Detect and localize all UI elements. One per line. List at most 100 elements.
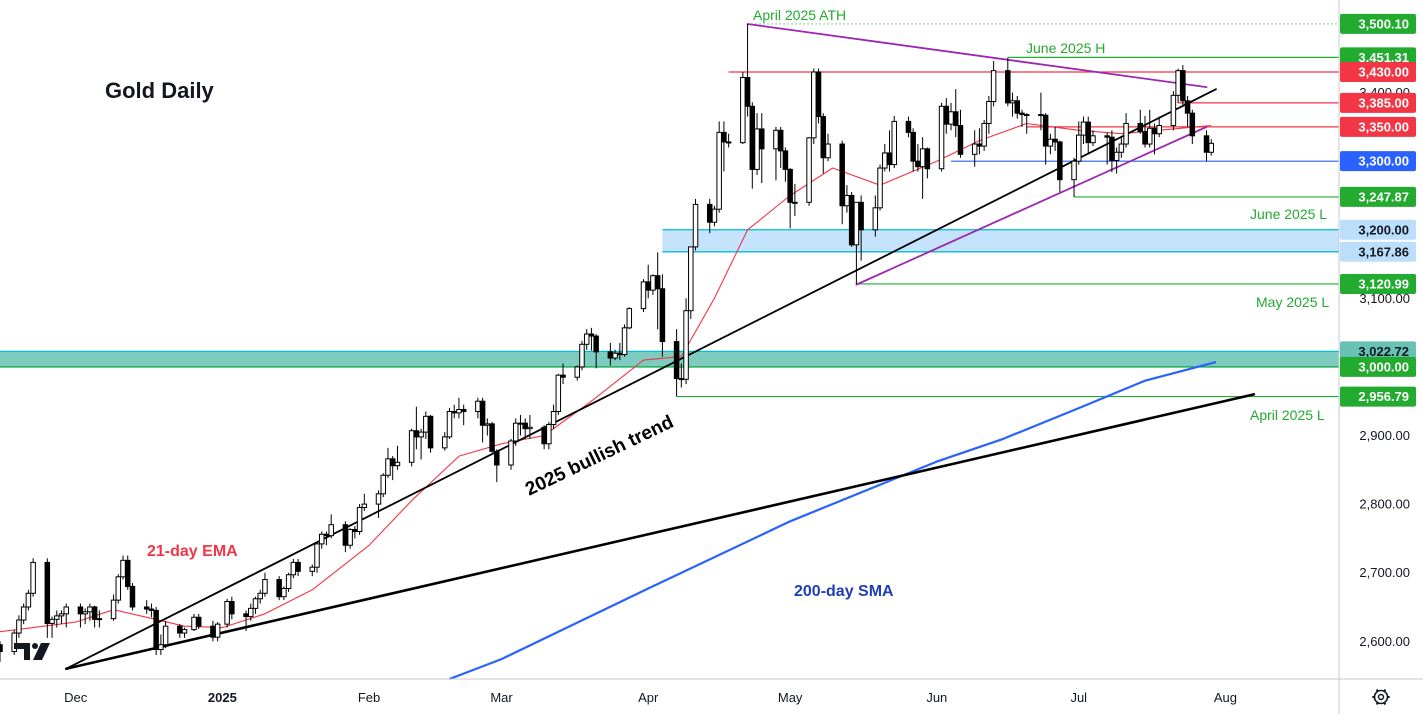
candle-body (654, 275, 661, 290)
candle (479, 397, 486, 443)
candle-body (49, 618, 55, 624)
candle-body (721, 131, 727, 143)
price-tag-box (1340, 219, 1416, 240)
candle-body (886, 152, 893, 166)
candle-body (451, 411, 457, 414)
price-tag-3430: 3,430.00 (1340, 62, 1416, 83)
candle-body (517, 422, 524, 425)
candle-body (210, 625, 216, 638)
candle (314, 541, 320, 573)
candle-body (1151, 127, 1158, 135)
candle-body (1085, 121, 1091, 144)
candle-body (375, 493, 382, 505)
candle-body (30, 561, 36, 594)
candle-body (621, 327, 628, 356)
price-tag-label: 3,000.00 (1358, 359, 1409, 374)
candle-body (195, 616, 202, 627)
candle-body (692, 203, 699, 248)
candle (49, 616, 55, 638)
candle-body (20, 606, 27, 621)
candle (82, 608, 88, 625)
candle-body (1123, 122, 1129, 145)
candle-body (1038, 114, 1044, 117)
candle (281, 586, 287, 601)
price-tag-label: 3,451.31 (1358, 50, 1409, 65)
candle (380, 473, 386, 498)
candle-body (811, 71, 817, 139)
candle-body (744, 77, 751, 107)
price-tag-box (1340, 386, 1416, 407)
candle (759, 113, 765, 184)
candle-body (872, 207, 879, 231)
candle (25, 589, 32, 611)
annotation-april-2025-l: April 2025 L (1250, 407, 1325, 423)
candle (858, 195, 864, 261)
x-tick-label: 2025 (208, 690, 237, 705)
candle (16, 615, 22, 638)
price-tag-3247.87: 3,247.87 (1340, 186, 1416, 207)
price-tag-box (1340, 92, 1416, 113)
candle-body (1156, 125, 1162, 135)
candle-body (1080, 121, 1087, 136)
candle-body (44, 561, 51, 624)
candle (110, 594, 117, 621)
candle-body (990, 70, 997, 103)
candle (1208, 139, 1214, 156)
candle-body (342, 524, 349, 546)
candle (621, 324, 628, 357)
candle (688, 246, 694, 319)
candle-body (782, 150, 789, 170)
candle-body (489, 423, 495, 452)
candle-body (825, 143, 831, 159)
candle-body (512, 422, 519, 442)
candle-body (82, 611, 88, 615)
candle-body (957, 125, 964, 155)
candle-body (607, 351, 614, 359)
price-tag-label: 3,167.86 (1358, 244, 1409, 259)
gear-icon-hub (1377, 693, 1385, 701)
candle-body (1113, 151, 1120, 161)
gear-icon[interactable] (1372, 688, 1390, 706)
candle (347, 528, 353, 549)
candle-body (560, 374, 566, 378)
candle (58, 610, 65, 625)
candle-body (214, 623, 221, 638)
candle (820, 113, 827, 174)
candle (115, 574, 122, 604)
candle-body (309, 566, 316, 572)
candle-body (725, 141, 732, 144)
price-tag-3022.72: 3,022.72 (1340, 341, 1416, 362)
candle (986, 96, 992, 134)
candle (527, 414, 533, 439)
candle-body (1005, 70, 1011, 104)
candle-body (1071, 160, 1077, 181)
y-tick-label: 2,700.00 (1359, 565, 1410, 580)
candle (872, 195, 879, 237)
candle-body (1146, 127, 1153, 145)
price-tag-box (1340, 273, 1416, 294)
candle (328, 514, 334, 539)
candle-body (815, 71, 822, 118)
candle (96, 610, 103, 628)
candle-body (262, 579, 268, 594)
candle-body (848, 194, 855, 246)
candle (579, 340, 585, 371)
candle (1090, 130, 1096, 147)
candle-body (427, 415, 434, 449)
annotation-200-day-sma: 200-day SMA (794, 583, 894, 600)
candle (0, 641, 3, 662)
candle-body (976, 143, 983, 147)
candle-body (418, 431, 424, 438)
candle-body (252, 598, 259, 609)
candle (546, 421, 552, 450)
candle-body (612, 352, 618, 359)
logo-part-t (14, 643, 30, 660)
candle (811, 68, 817, 145)
candle (1104, 132, 1110, 165)
candle-body (1189, 112, 1196, 137)
price-tag-3300: 3,300.00 (1340, 151, 1416, 172)
candle-body (290, 561, 297, 576)
trendline-2025-bullish-trend (65, 88, 1217, 670)
candle (181, 627, 188, 638)
